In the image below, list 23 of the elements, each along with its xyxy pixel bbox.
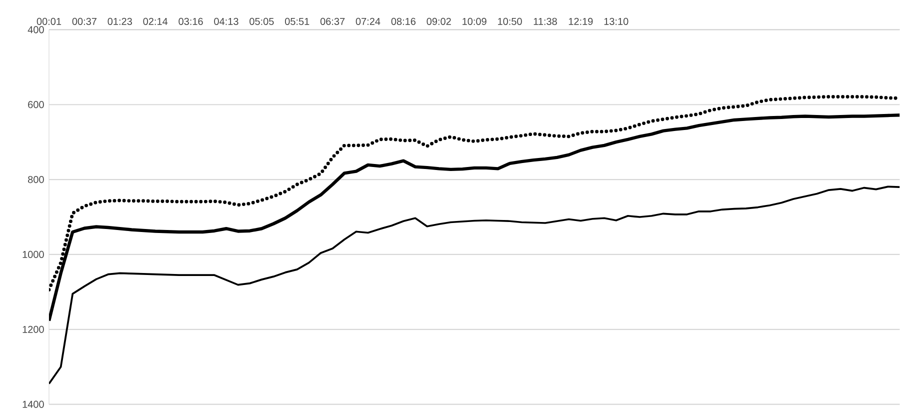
x-tick-label: 04:13 xyxy=(214,18,238,25)
x-tick-label: 02:14 xyxy=(143,18,168,25)
y-tick-label: 1400 xyxy=(22,400,44,408)
x-tick-label: 03:16 xyxy=(178,18,203,25)
x-tick-label: 06:37 xyxy=(320,18,345,25)
y-tick-label: 600 xyxy=(28,101,44,108)
x-tick-label: 09:02 xyxy=(426,18,451,25)
x-tick-label: 11:38 xyxy=(534,18,557,25)
x-tick-label: 05:51 xyxy=(285,18,310,25)
x-tick-label: 12:19 xyxy=(568,18,593,25)
y-tick-label: 800 xyxy=(28,176,44,184)
x-tick-label: 05:05 xyxy=(250,18,274,25)
x-tick-label: 10:50 xyxy=(498,18,522,25)
y-tick-label: 400 xyxy=(28,26,44,34)
y-tick-label: 1000 xyxy=(22,250,44,258)
x-tick-label: 13:10 xyxy=(604,18,628,25)
x-tick-label: 08:16 xyxy=(391,18,416,25)
x-tick-label: 07:24 xyxy=(356,18,380,25)
x-tick-label: 00:37 xyxy=(72,18,96,25)
y-tick-label: 1200 xyxy=(22,326,44,333)
x-tick-label: 10:09 xyxy=(462,18,486,25)
x-tick-label: 00:01 xyxy=(36,18,62,25)
x-tick-label: 01:23 xyxy=(108,18,132,25)
